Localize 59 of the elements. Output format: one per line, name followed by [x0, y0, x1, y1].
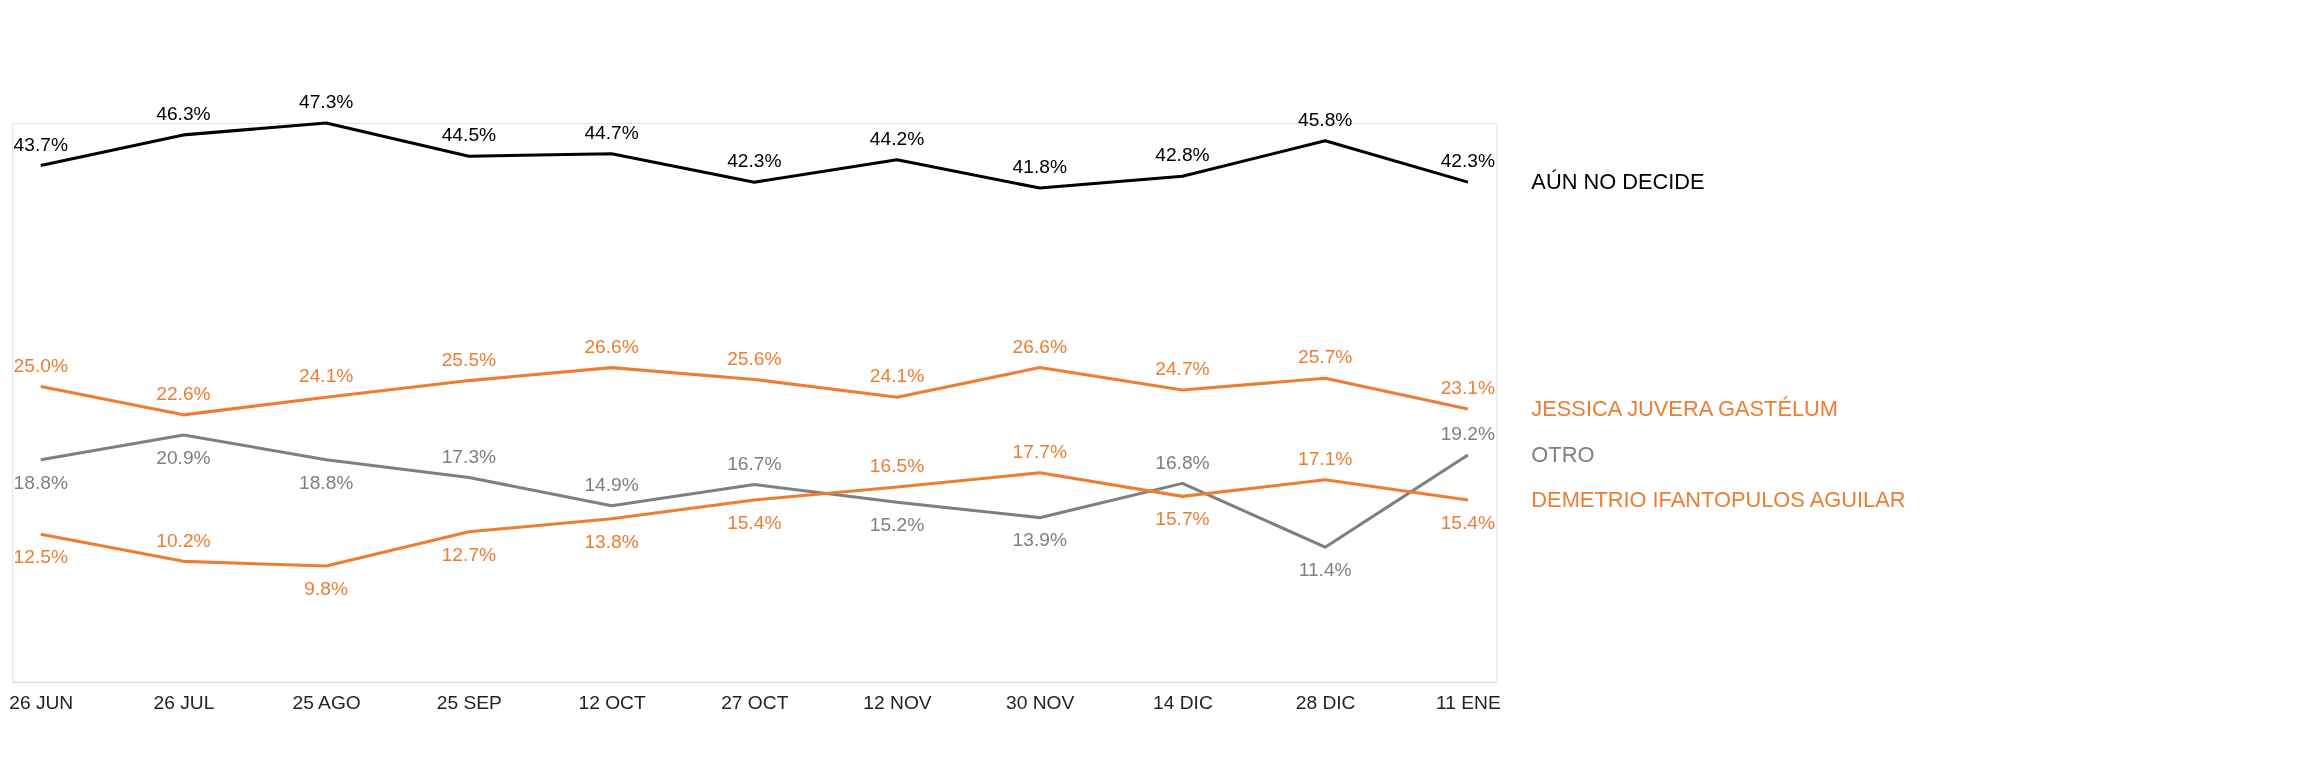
data-label: 41.8% [1012, 156, 1067, 178]
data-label: 44.7% [584, 121, 639, 143]
data-label: 46.3% [156, 103, 211, 125]
data-label: 9.8% [304, 577, 349, 599]
data-label: 13.8% [584, 530, 639, 552]
data-label: 16.5% [869, 455, 925, 477]
x-tick-label: 26 JUN [9, 692, 74, 714]
data-label: 25.7% [1297, 346, 1353, 368]
data-label: 10.2% [156, 529, 211, 551]
text: DEMETRIO IFANTOPULOS AGUILAR [1531, 486, 1906, 512]
data-label: 15.4% [1440, 511, 1496, 533]
data-label: 18.8% [298, 471, 354, 493]
x-tick-label: 28 DIC [1295, 692, 1356, 714]
data-label: 25.6% [727, 347, 782, 369]
data-label: 42.3% [727, 150, 782, 172]
text: OTRO [1531, 442, 1595, 468]
data-label: 17.1% [1297, 448, 1353, 469]
text: JESSICA JUVERA GASTÉLUM [1531, 395, 1839, 421]
data-label: 11.4% [1298, 558, 1352, 580]
x-tick-label: 12 NOV [863, 692, 932, 714]
data-label: 24.7% [1155, 358, 1210, 380]
data-label: 26.6% [584, 335, 639, 357]
data-label: 26.6% [1012, 335, 1067, 357]
x-tick-label: 25 AGO [292, 692, 361, 714]
x-tick-label: 26 JUL [153, 692, 215, 714]
data-label: 44.2% [869, 127, 925, 149]
data-label: 12.5% [13, 545, 68, 567]
data-label: 14.9% [584, 473, 639, 495]
data-label: 24.1% [298, 365, 354, 387]
data-label: 16.7% [727, 452, 782, 474]
data-label: 19.2% [1440, 423, 1496, 445]
data-label: 13.9% [1012, 529, 1067, 551]
text: AÚN NO DECIDE [1531, 169, 1705, 195]
data-label: 15.2% [869, 514, 925, 536]
data-label: 25.5% [441, 348, 497, 370]
data-label: 23.1% [1440, 377, 1496, 399]
data-label: 15.4% [727, 511, 782, 533]
data-label: 47.3% [298, 91, 354, 113]
data-label: 12.7% [441, 543, 497, 565]
data-label: 16.8% [1155, 451, 1210, 473]
data-label: 17.7% [1012, 440, 1067, 462]
data-label: 22.6% [156, 383, 211, 405]
data-label: 45.8% [1297, 108, 1353, 130]
x-tick-label: 25 SEP [436, 692, 502, 714]
x-tick-label: 27 OCT [721, 692, 789, 714]
data-label: 44.5% [441, 124, 497, 146]
data-label: 17.3% [441, 445, 497, 467]
x-tick-label: 14 DIC [1153, 692, 1213, 714]
data-label: 25.0% [13, 354, 68, 376]
data-label: 42.8% [1155, 144, 1210, 166]
data-label: 18.8% [13, 471, 68, 493]
x-tick-label: 11 ENE [1435, 692, 1501, 714]
data-label: 42.3% [1440, 150, 1496, 172]
data-label: 24.1% [869, 365, 925, 387]
data-label: 15.7% [1155, 508, 1210, 530]
x-tick-label: 12 OCT [578, 692, 646, 714]
x-tick-label: 30 NOV [1006, 692, 1075, 714]
data-label: 20.9% [156, 446, 211, 468]
data-label: 43.7% [13, 133, 68, 155]
